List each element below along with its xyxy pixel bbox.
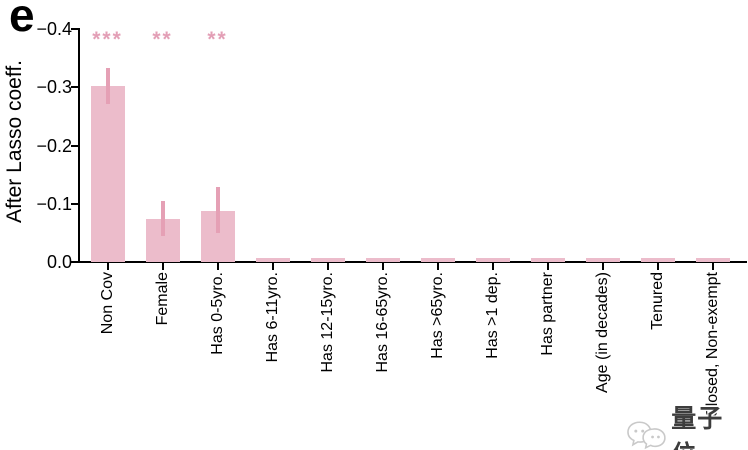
x-tick-label: Has 0-5yro. (209, 272, 226, 355)
x-tick (546, 263, 549, 270)
panel-label: e (9, 0, 35, 41)
y-tick-label: 0.0 (46, 252, 72, 272)
x-tick-label: Has >1 dep. (484, 272, 501, 359)
y-tick (71, 28, 78, 30)
error-bar (105, 68, 110, 104)
y-tick (71, 202, 78, 205)
watermark-text: 量子位 (671, 405, 724, 450)
x-tick (106, 263, 109, 270)
bar (640, 257, 675, 262)
x-tick (381, 263, 384, 270)
bar (365, 257, 400, 262)
x-tick (216, 263, 219, 270)
x-tick (491, 263, 494, 270)
x-tick-label: Tenured (649, 272, 666, 330)
bar (420, 257, 455, 262)
qbitai-logo-icon (627, 420, 666, 449)
x-tick (436, 263, 439, 270)
x-tick-label: Has 6-11yro. (264, 272, 281, 363)
y-tick (71, 261, 78, 263)
y-tick-label: −0.2 (36, 135, 72, 156)
x-tick (601, 263, 604, 270)
bar (530, 257, 565, 262)
x-tick-label: Has partner (539, 272, 556, 356)
x-tick (161, 263, 164, 270)
x-tick (271, 263, 274, 270)
x-tick (656, 263, 659, 270)
bar (310, 257, 345, 262)
y-axis-line (78, 28, 80, 263)
significance-stars: *** (92, 28, 123, 51)
bar (255, 257, 290, 262)
watermark: 量子位 (626, 399, 748, 450)
x-axis-line (71, 261, 747, 263)
y-tick (71, 86, 78, 89)
y-tick-label: −0.3 (36, 77, 72, 98)
x-tick-label: Non Cov (99, 272, 116, 335)
x-tick (711, 263, 714, 270)
x-tick-label: Has >65yro. (429, 272, 446, 359)
y-tick-label: −0.4 (36, 19, 72, 39)
x-tick-label: Has 16-65yro. (374, 272, 391, 373)
bar (695, 257, 730, 262)
y-tick-label: −0.1 (36, 193, 72, 214)
significance-stars: ** (207, 28, 228, 51)
bar (475, 257, 510, 262)
x-tick-label: Has 12-15yro. (319, 272, 336, 373)
x-tick-label: Age (in decades) (594, 272, 611, 393)
y-axis-title: After Lasso coeff. (3, 60, 26, 224)
y-tick (71, 144, 78, 147)
bar (585, 257, 620, 262)
x-tick-label: Female (154, 272, 171, 326)
x-tick-label: Closed, Non-exempt (704, 272, 721, 418)
bar (90, 85, 125, 262)
x-tick (326, 263, 329, 270)
error-bar (215, 186, 220, 233)
error-bar (160, 201, 165, 236)
significance-stars: ** (152, 28, 173, 51)
